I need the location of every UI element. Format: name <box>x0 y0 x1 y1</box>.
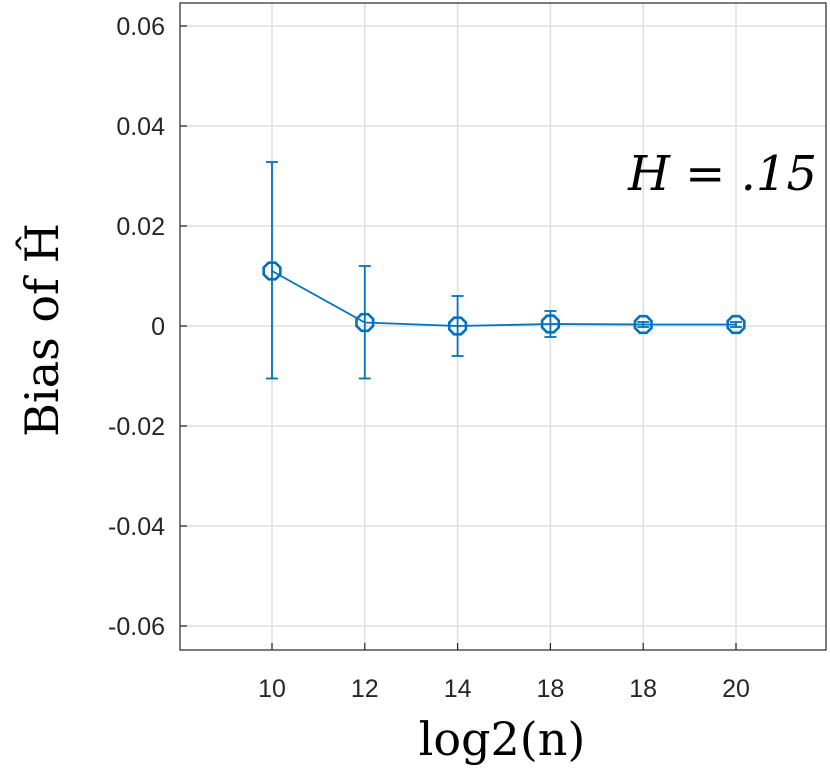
x-tick-label: 18 <box>629 675 657 703</box>
y-tick-label: 0.02 <box>116 213 165 241</box>
x-tick-label: 18 <box>536 675 564 703</box>
series-bias <box>262 161 746 380</box>
data-point-marker <box>447 316 468 336</box>
data-point-marker <box>540 314 561 334</box>
x-axis-label: log2(n) <box>419 712 586 766</box>
data-point-marker <box>355 312 375 333</box>
x-tick-label: 10 <box>258 675 286 703</box>
annotation-h-value: H = .15 <box>627 146 817 202</box>
x-tick-label: 20 <box>722 675 750 703</box>
data-point-marker <box>262 261 282 281</box>
y-tick-label: -0.02 <box>108 413 165 441</box>
y-axis-label-group: Bias of Ĥ <box>14 223 69 437</box>
y-tick-label: 0.06 <box>116 13 165 41</box>
y-tick-label: 0 <box>151 313 165 341</box>
x-tick-labels: 10 12 14 18 18 20 <box>258 675 750 703</box>
x-tick-label: 12 <box>351 675 379 703</box>
x-tick-label: 14 <box>444 675 472 703</box>
data-point-marker <box>633 314 653 335</box>
y-tick-label: 0.04 <box>116 113 165 141</box>
series-line <box>271 270 736 327</box>
data-point-marker <box>726 314 746 335</box>
y-tick-label: -0.06 <box>108 613 165 641</box>
y-tick-label: -0.04 <box>108 513 165 541</box>
plot-frame <box>179 2 827 651</box>
grid-lines <box>180 3 826 650</box>
y-tick-labels: 0.06 0.04 0.02 0 -0.02 -0.04 -0.06 <box>108 13 165 641</box>
y-axis-label: Bias of Ĥ <box>14 223 69 437</box>
